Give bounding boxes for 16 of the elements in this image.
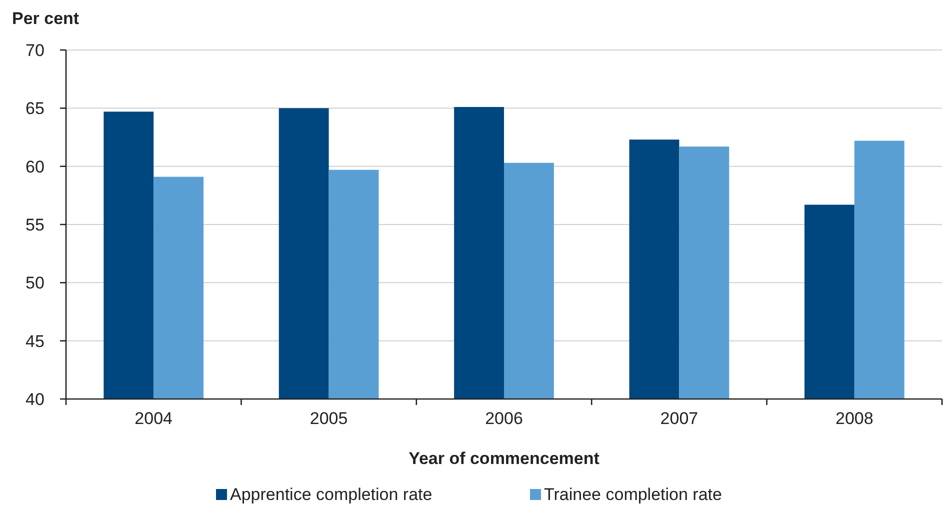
y-tick-label: 45: [26, 332, 44, 351]
y-tick-label: 60: [26, 157, 44, 176]
y-tick-label: 65: [26, 99, 44, 118]
x-tick-label: 2004: [134, 409, 173, 428]
y-axis-title: Per cent: [12, 9, 80, 28]
x-tick-label: 2005: [310, 409, 348, 428]
x-tick-label: 2008: [835, 409, 874, 428]
y-tick-label: 70: [26, 40, 44, 60]
x-tick-label: 2007: [660, 409, 698, 428]
y-tick-label: 50: [26, 274, 44, 293]
legend-label: Apprentice completion rate: [230, 485, 432, 504]
legend-label: Trainee completion rate: [544, 485, 722, 504]
y-tick-label: 55: [26, 215, 44, 234]
y-tick-label: 40: [26, 390, 44, 409]
x-axis-title: Year of commencement: [408, 449, 600, 468]
x-tick-label: 2006: [485, 409, 523, 428]
